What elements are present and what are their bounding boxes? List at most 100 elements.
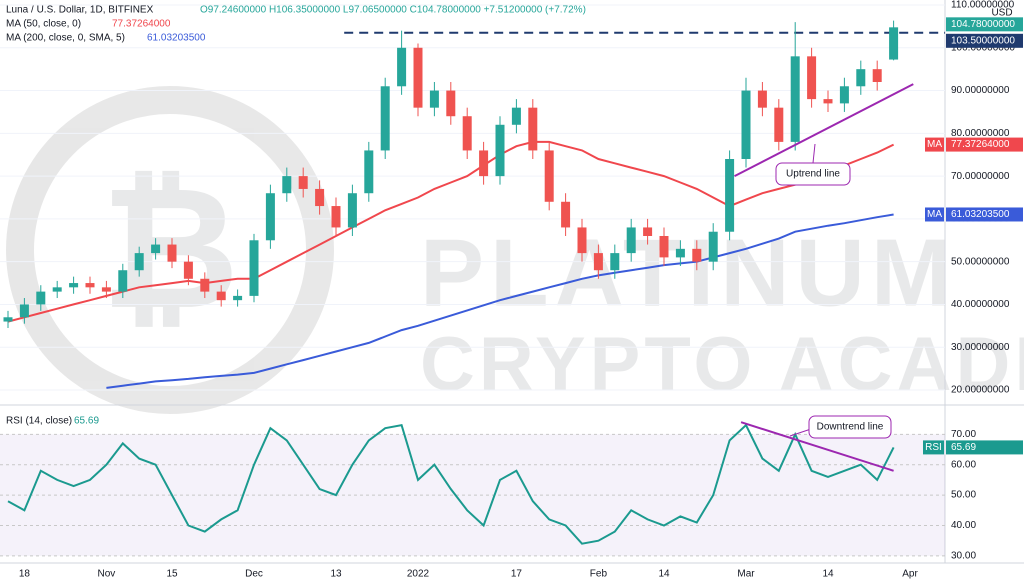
candle-body <box>757 90 767 108</box>
y-tick-label: 70.00000000 <box>951 171 1010 182</box>
rsi-legend: RSI (14, close) <box>6 416 72 427</box>
y-tick-label: 90.00000000 <box>951 85 1010 96</box>
x-tick-label: 15 <box>166 569 178 580</box>
rsi-tag-bg <box>946 440 1023 455</box>
trend-line <box>734 83 914 178</box>
candle-body <box>495 124 505 177</box>
callout-label: Uptrend line <box>786 169 840 180</box>
candle-body <box>3 317 13 322</box>
y-tick-label: 40.00000000 <box>951 299 1010 310</box>
x-tick-label: 14 <box>658 569 670 580</box>
ma-tag-bg <box>946 207 1023 222</box>
candle-body <box>101 287 111 292</box>
price-tag: 104.78000000 <box>951 19 1015 30</box>
x-tick-label: 18 <box>19 569 31 580</box>
candle-body <box>626 227 636 254</box>
price-tag-bg <box>946 33 1023 48</box>
candle-body <box>675 248 685 258</box>
y-tick-label: 110.00000000 <box>951 0 1015 11</box>
y-tick-label: 50.00 <box>951 490 976 501</box>
callout-box <box>775 162 851 186</box>
y-tick-label: 30.00000000 <box>951 342 1010 353</box>
candle-body <box>872 69 882 82</box>
y-tick-label: 20.00000000 <box>951 385 1010 396</box>
y-tick-label: 40.00 <box>951 520 976 531</box>
candle-body <box>807 56 817 100</box>
candle-body <box>462 116 472 151</box>
candle-body <box>19 304 29 318</box>
candle-body <box>725 159 735 232</box>
candle-body <box>659 236 669 258</box>
candle-body <box>315 188 325 207</box>
ma-tag-bg <box>946 137 1023 152</box>
x-tick-label: Apr <box>902 569 918 580</box>
candle-body <box>610 253 620 271</box>
candle-body <box>265 193 275 241</box>
ma-line <box>7 140 895 323</box>
candle-body <box>380 86 390 151</box>
rsi-tag: 65.69 <box>951 442 976 453</box>
watermark: ₿ PLATINUM CRYPTO ACADEMY <box>6 86 1024 414</box>
candle-body <box>36 291 46 305</box>
y-tick-label: 100.00000000 <box>951 42 1015 53</box>
ma-line <box>106 213 894 389</box>
candle-body <box>200 278 210 292</box>
candle-body <box>69 283 79 288</box>
candle-body <box>446 90 456 117</box>
watermark-text: PLATINUM <box>420 219 957 326</box>
rsi-legend-value: 65.69 <box>74 416 99 427</box>
candle-body <box>331 206 341 228</box>
ma-legend: MA (50, close, 0) <box>6 19 81 30</box>
candle-body <box>233 295 243 301</box>
candle-body <box>249 240 259 296</box>
x-tick-label: 13 <box>330 569 342 580</box>
ma-tag-name-bg <box>925 137 944 152</box>
candle-body <box>118 270 128 292</box>
candle-body <box>511 107 521 125</box>
price-tag: 103.50000000 <box>951 35 1015 46</box>
rsi-tag-name: RSI <box>925 442 942 453</box>
candle-body <box>52 287 62 292</box>
ma-tag-name-bg <box>925 207 944 222</box>
candle-body <box>561 201 571 228</box>
y-tick-label: 80.00000000 <box>951 128 1010 139</box>
candle-body <box>708 231 718 262</box>
x-tick-label: 2022 <box>407 569 430 580</box>
candle-body <box>528 107 538 151</box>
callout-label: Downtrend line <box>817 422 884 433</box>
ma-legend-value: 77.37264000 <box>112 19 171 30</box>
candle-body <box>479 150 489 177</box>
candle-body <box>577 227 587 254</box>
candle-body <box>167 244 177 262</box>
candle-body <box>85 283 95 288</box>
y-tick-label: 70.00 <box>951 429 976 440</box>
candle-body <box>856 69 866 87</box>
callout-box <box>808 415 892 439</box>
candle-body <box>839 86 849 104</box>
candle-body <box>183 261 193 279</box>
candle-body <box>790 56 800 142</box>
candle-body <box>397 47 407 87</box>
candle-body <box>216 291 226 301</box>
currency: USD <box>991 8 1012 19</box>
ma-tag-name: MA <box>927 139 942 150</box>
x-tick-label: 17 <box>511 569 523 580</box>
ohlc-label: O97.24600000 H106.35000000 L97.06500000 … <box>200 5 586 16</box>
y-tick-label: 30.00 <box>951 551 976 562</box>
chart-title: Luna / U.S. Dollar, 1D, BITFINEX <box>6 5 154 16</box>
x-tick-label: Mar <box>737 569 755 580</box>
candle-body <box>692 248 702 262</box>
candle-body <box>774 107 784 142</box>
ma-legend: MA (200, close, 0, SMA, 5) <box>6 33 125 44</box>
x-tick-label: Feb <box>590 569 608 580</box>
x-tick-label: 14 <box>822 569 834 580</box>
candle-body <box>889 27 899 60</box>
callout-pointer <box>812 143 816 164</box>
candle-body <box>347 193 357 228</box>
rsi-line <box>7 423 895 545</box>
watermark-logo <box>6 86 334 414</box>
candle-body <box>151 244 161 254</box>
trend-line <box>740 421 894 472</box>
candle-body <box>134 253 144 271</box>
